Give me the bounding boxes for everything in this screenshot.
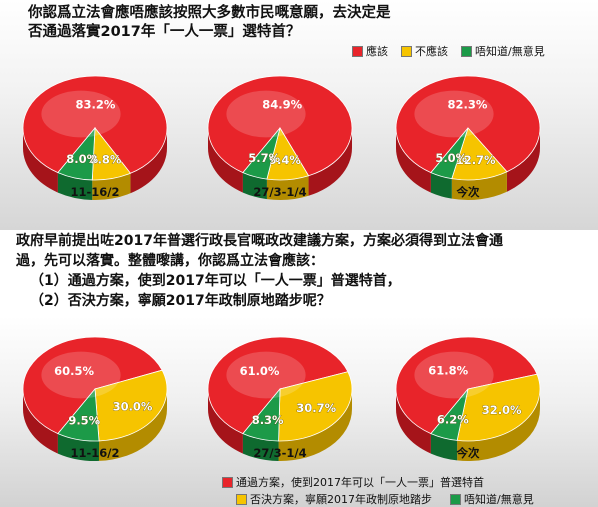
legend-2-label-unknown: 唔知道/無意見 [464, 493, 534, 506]
pie-1-highlight [41, 90, 121, 138]
pie-3-value-label-0: 82.3% [448, 98, 488, 112]
pie-6-slice-0 [395, 336, 538, 435]
pie-4-value-label-2: 9.5% [68, 413, 100, 427]
pie-1-value-label-2: 8.0% [66, 152, 98, 166]
pie-4-side-2-0 [57, 433, 100, 461]
pie-6-side-1-0 [457, 389, 540, 461]
pie-3-value-label-2: 5.0% [435, 151, 467, 165]
pie-chart-3: 82.3% 12.7%5.0% 今次 [395, 75, 541, 200]
question-1-line-1: 你認爲立法會應唔應該按照大多數市民嘅意願，去決定是 [28, 5, 391, 21]
legend-2-row-2: 否決方案，寧願2017年政制原地踏步 唔知道/無意見 [236, 491, 534, 507]
question-2-line-2: 過，先可以落實。整體嚟講，你認爲立法會應該： [16, 253, 324, 269]
legend-1-label-unknown: 唔知道/無意見 [475, 45, 545, 58]
middle-panel-background [0, 230, 598, 316]
pie-3-value-label-1: 12.7% [456, 153, 496, 167]
pie-2-side-0-0 [208, 128, 243, 193]
pie-chart-6: 61.8% 32.0% 6.2% 今次 [395, 336, 541, 461]
pie-5-slice-1 [278, 371, 353, 442]
legend-1-swatch-green [461, 45, 472, 57]
question-2-line-4: （2）否決方案，寧願2017年政制原地踏步呢？ [30, 293, 331, 309]
legend-2-swatch-green [450, 493, 461, 505]
legend-1-label-oppose: 不應該 [415, 45, 448, 58]
pie-2-value-label-2: 5.7% [248, 151, 280, 165]
question-2-line-3: （1）通過方案，使到2017年可以「一人一票」普選特首， [30, 273, 401, 289]
pie-1-slice-0 [22, 75, 168, 174]
pie-1-value-label-0: 83.2% [75, 98, 115, 112]
pie-4-slice-2 [57, 387, 100, 442]
pie-6-side-0-0 [396, 389, 431, 454]
pie-6-value-label-1: 32.0% [482, 403, 522, 417]
pie-5-side-2-0 [242, 433, 279, 461]
question-2: 政府早前提出咗2017年普選行政長官嘅政改建議方案，方案必須得到立法會通 過，先… [16, 231, 591, 311]
legend-1: 應該 不應該 唔知道/無意見 [352, 43, 545, 59]
question-1-line-2: 否通過落實2017年「一人一票」選特首？ [28, 24, 301, 40]
question-1: 你認爲立法會應唔應該按照大多數市民嘅意願，去決定是 否通過落實2017年「一人一… [28, 4, 588, 42]
pie-5-side-1-0 [278, 389, 352, 461]
legend-1-swatch-red [352, 45, 363, 57]
pie-4-side-1-0 [99, 389, 167, 461]
pie-5-side-0-0 [208, 389, 243, 454]
pie-1-slice-2 [57, 126, 96, 181]
pie-4-slice-0 [22, 336, 163, 435]
pie-2-period-label: 27/3-1/4 [253, 185, 306, 199]
pie-2-value-label-1: 9.4% [269, 153, 301, 167]
pie-4-period-label: 11-16/2 [71, 446, 120, 460]
pie-6-value-label-0: 61.8% [428, 364, 468, 378]
pie-2-slice-0 [207, 75, 353, 177]
pie-4-value-label-1: 30.0% [113, 399, 153, 413]
pie-chart-1: 83.2% 8.8%8.0% 11-16/2 [22, 75, 168, 200]
pie-4-slice-1 [94, 369, 168, 442]
pie-3-slice-2 [430, 127, 469, 180]
legend-2-row-1: 通過方案，使到2017年可以「一人一票」普選特首 [222, 474, 484, 490]
pie-3-period-label: 今次 [456, 185, 480, 199]
pie-5-highlight [226, 351, 306, 399]
legend-1-swatch-yellow [401, 45, 412, 57]
pie-2-side-0-1 [308, 128, 352, 196]
pie-6-value-label-2: 6.2% [437, 412, 469, 426]
pie-6-side-2-0 [430, 433, 458, 461]
pie-4-side-0-0 [23, 389, 58, 454]
pie-5-slice-2 [242, 387, 281, 442]
pie-4-highlight [41, 351, 121, 399]
pie-5-value-label-1: 30.7% [296, 401, 336, 415]
pie-3-side-0-0 [396, 128, 431, 193]
pie-6-slice-2 [430, 388, 469, 441]
pie-3-side-1-0 [451, 171, 507, 200]
pie-6-period-label: 今次 [456, 446, 480, 460]
pie-3-slice-0 [395, 75, 541, 174]
pie-2-highlight [226, 90, 306, 138]
pie-4-value-label-0: 60.5% [54, 364, 94, 378]
question-2-line-1: 政府早前提出咗2017年普選行政長官嘅政改建議方案，方案必須得到立法會通 [16, 233, 503, 249]
pie-chart-2: 84.9% 9.4%5.7% 27/3-1/4 [207, 75, 353, 200]
pie-1-value-label-1: 8.8% [90, 152, 122, 166]
pie-6-highlight [414, 351, 494, 399]
pie-2-value-label-0: 84.9% [262, 98, 302, 112]
pie-chart-4: 60.5% 30.0% 9.5% 11-16/2 [22, 336, 168, 461]
pie-3-side-0-1 [506, 128, 540, 192]
pie-5-value-label-2: 8.3% [252, 413, 284, 427]
pie-1-period-label: 11-16/2 [71, 185, 120, 199]
pie-3-side-2-0 [430, 172, 452, 199]
pie-1-side-0-1 [130, 128, 167, 194]
pie-1-side-0-0 [23, 128, 58, 193]
pie-5-value-label-0: 61.0% [240, 364, 280, 378]
pie-5-slice-0 [207, 336, 349, 435]
legend-2-label-pass: 通過方案，使到2017年可以「一人一票」普選特首 [236, 476, 484, 489]
legend-2-label-veto: 否決方案，寧願2017年政制原地踏步 [250, 493, 432, 506]
legend-2-swatch-red [222, 476, 233, 488]
pie-3-highlight [414, 90, 494, 138]
pie-5-period-label: 27/3-1/4 [253, 446, 306, 460]
pie-chart-5: 61.0% 30.7% 8.3% 27/3-1/4 [207, 336, 353, 461]
pie-2-slice-2 [242, 127, 281, 180]
pie-6-slice-1 [456, 373, 541, 442]
pie-3-slice-1 [451, 127, 508, 181]
legend-1-label-support: 應該 [366, 45, 388, 58]
pie-2-side-2-0 [242, 172, 267, 200]
pie-2-side-1-0 [266, 175, 309, 200]
legend-2-swatch-yellow [236, 493, 247, 505]
